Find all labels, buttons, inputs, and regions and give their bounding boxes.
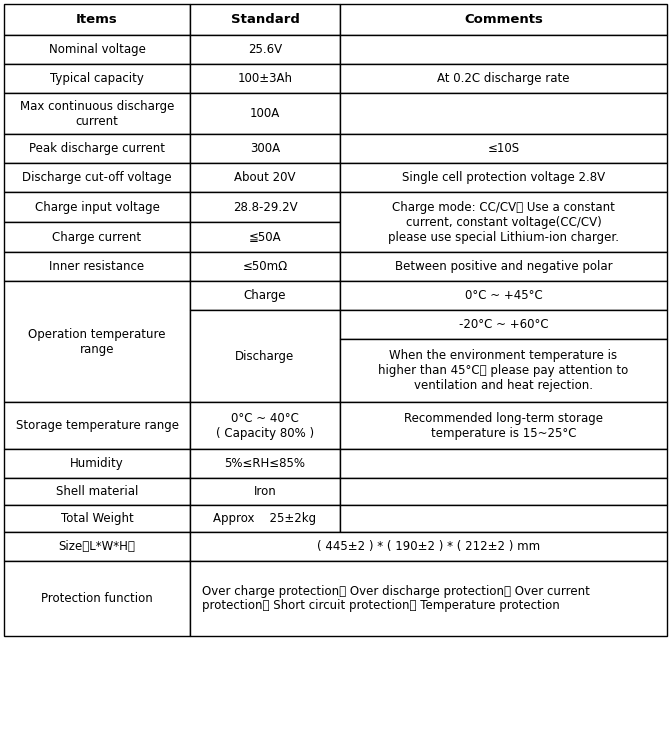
- Bar: [190, 310, 340, 402]
- Text: Recommended long-term storage
temperature is 15~25°C: Recommended long-term storage temperatur…: [404, 411, 603, 440]
- Text: Humidity: Humidity: [70, 457, 124, 470]
- Bar: [4, 478, 190, 505]
- Bar: [190, 192, 340, 222]
- Text: Charge mode: CC/CV， Use a constant
current, constant voltage(CC/CV)
please use s: Charge mode: CC/CV， Use a constant curre…: [388, 200, 619, 243]
- Text: ≤10S: ≤10S: [487, 142, 519, 155]
- Bar: [340, 192, 667, 252]
- Bar: [190, 561, 667, 636]
- Text: Single cell protection voltage 2.8V: Single cell protection voltage 2.8V: [402, 171, 605, 184]
- Bar: [190, 532, 667, 561]
- Bar: [4, 561, 190, 636]
- Bar: [190, 252, 340, 281]
- Bar: [190, 281, 340, 310]
- Text: ( 445±2 ) * ( 190±2 ) * ( 212±2 ) mm: ( 445±2 ) * ( 190±2 ) * ( 212±2 ) mm: [317, 540, 540, 553]
- Bar: [340, 478, 667, 505]
- Bar: [340, 64, 667, 93]
- Text: 300A: 300A: [250, 142, 280, 155]
- Text: Discharge: Discharge: [236, 349, 295, 362]
- Text: At 0.2C discharge rate: At 0.2C discharge rate: [437, 72, 570, 85]
- Bar: [340, 449, 667, 478]
- Text: Nominal voltage: Nominal voltage: [48, 43, 146, 56]
- Bar: [340, 163, 667, 192]
- Text: Iron: Iron: [254, 485, 276, 498]
- Text: Max continuous discharge
current: Max continuous discharge current: [20, 99, 174, 128]
- Bar: [4, 222, 190, 252]
- Bar: [4, 252, 190, 281]
- Bar: [340, 505, 667, 532]
- Text: 0°C ~ +45°C: 0°C ~ +45°C: [464, 289, 542, 302]
- Bar: [340, 35, 667, 64]
- Bar: [4, 134, 190, 163]
- Bar: [190, 35, 340, 64]
- Bar: [4, 449, 190, 478]
- Text: Size（L*W*H）: Size（L*W*H）: [58, 540, 136, 553]
- Bar: [190, 64, 340, 93]
- Text: Items: Items: [76, 13, 118, 26]
- Bar: [190, 222, 340, 252]
- Text: Operation temperature
range: Operation temperature range: [28, 327, 166, 356]
- Text: Comments: Comments: [464, 13, 543, 26]
- Bar: [340, 4, 667, 35]
- Text: Shell material: Shell material: [56, 485, 138, 498]
- Bar: [4, 192, 190, 222]
- Text: 28.8-29.2V: 28.8-29.2V: [233, 200, 297, 214]
- Bar: [190, 163, 340, 192]
- Text: Total Weight: Total Weight: [60, 512, 134, 525]
- Bar: [340, 339, 667, 402]
- Bar: [190, 449, 340, 478]
- Text: Storage temperature range: Storage temperature range: [15, 419, 178, 432]
- Bar: [4, 281, 190, 402]
- Text: About 20V: About 20V: [234, 171, 296, 184]
- Bar: [190, 478, 340, 505]
- Text: Charge: Charge: [244, 289, 287, 302]
- Bar: [4, 505, 190, 532]
- Text: Charge input voltage: Charge input voltage: [35, 200, 160, 214]
- Text: Peak discharge current: Peak discharge current: [29, 142, 165, 155]
- Bar: [4, 402, 190, 449]
- Bar: [190, 93, 340, 134]
- Bar: [340, 93, 667, 134]
- Bar: [4, 163, 190, 192]
- Text: ≤50mΩ: ≤50mΩ: [242, 260, 288, 273]
- Bar: [340, 252, 667, 281]
- Bar: [4, 64, 190, 93]
- Text: 5%≤RH≤85%: 5%≤RH≤85%: [225, 457, 305, 470]
- Text: Inner resistance: Inner resistance: [50, 260, 144, 273]
- Bar: [4, 4, 190, 35]
- Text: Standard: Standard: [231, 13, 299, 26]
- Bar: [340, 402, 667, 449]
- Text: Discharge cut-off voltage: Discharge cut-off voltage: [22, 171, 172, 184]
- Text: 25.6V: 25.6V: [248, 43, 282, 56]
- Text: ≦50A: ≦50A: [249, 230, 281, 243]
- Text: Typical capacity: Typical capacity: [50, 72, 144, 85]
- Bar: [340, 310, 667, 339]
- Text: 100±3Ah: 100±3Ah: [238, 72, 293, 85]
- Bar: [340, 134, 667, 163]
- Bar: [4, 532, 190, 561]
- Text: 100A: 100A: [250, 107, 280, 120]
- Text: When the environment temperature is
higher than 45°C， please pay attention to
ve: When the environment temperature is high…: [378, 349, 629, 392]
- Bar: [4, 35, 190, 64]
- Bar: [190, 134, 340, 163]
- Text: Over charge protection、 Over discharge protection、 Over current
protection、 Shor: Over charge protection、 Over discharge p…: [202, 585, 590, 612]
- Bar: [340, 281, 667, 310]
- Text: Between positive and negative polar: Between positive and negative polar: [395, 260, 613, 273]
- Bar: [190, 4, 340, 35]
- Bar: [190, 505, 340, 532]
- Text: Approx    25±2kg: Approx 25±2kg: [213, 512, 317, 525]
- Text: 0°C ~ 40°C
( Capacity 80% ): 0°C ~ 40°C ( Capacity 80% ): [216, 411, 314, 440]
- Bar: [190, 402, 340, 449]
- Text: Charge current: Charge current: [52, 230, 142, 243]
- Text: Protection function: Protection function: [41, 592, 153, 605]
- Bar: [4, 93, 190, 134]
- Text: -20°C ~ +60°C: -20°C ~ +60°C: [459, 318, 548, 331]
